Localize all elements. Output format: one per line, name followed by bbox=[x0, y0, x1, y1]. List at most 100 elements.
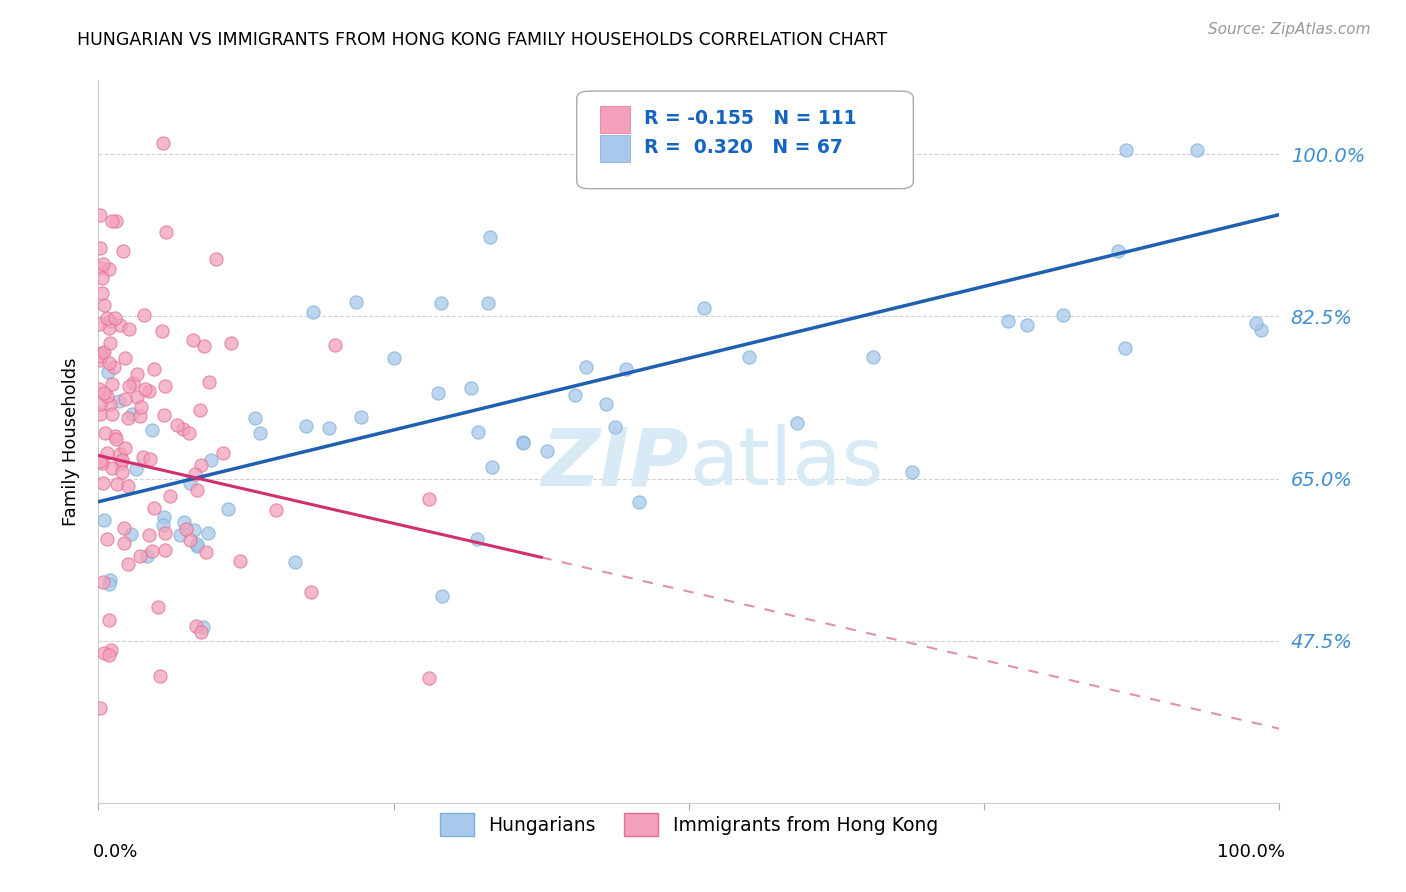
Point bbox=[184, 619, 207, 633]
Point bbox=[91, 475, 114, 490]
Point bbox=[786, 417, 808, 431]
Point bbox=[179, 533, 201, 547]
Point bbox=[89, 383, 111, 397]
Point bbox=[166, 417, 188, 432]
Text: HUNGARIAN VS IMMIGRANTS FROM HONG KONG FAMILY HOUSEHOLDS CORRELATION CHART: HUNGARIAN VS IMMIGRANTS FROM HONG KONG F… bbox=[77, 31, 887, 49]
Point bbox=[103, 310, 125, 325]
Point bbox=[104, 432, 127, 446]
Point bbox=[98, 613, 121, 627]
Point bbox=[138, 527, 160, 541]
Point bbox=[172, 422, 194, 436]
Point bbox=[98, 574, 121, 588]
Text: 0.0%: 0.0% bbox=[93, 843, 138, 861]
Point bbox=[111, 244, 134, 259]
Point bbox=[134, 383, 156, 397]
Point bbox=[114, 351, 136, 365]
Point bbox=[299, 584, 322, 599]
Point bbox=[465, 532, 488, 546]
Point bbox=[93, 513, 115, 527]
Point bbox=[481, 460, 503, 475]
Point bbox=[197, 525, 219, 540]
Point bbox=[127, 367, 149, 381]
Point bbox=[105, 214, 128, 228]
Point bbox=[264, 503, 287, 517]
Point bbox=[997, 314, 1019, 328]
Point bbox=[190, 458, 212, 472]
Point bbox=[205, 252, 228, 267]
Point bbox=[101, 407, 124, 421]
Point bbox=[90, 346, 112, 360]
Point bbox=[901, 466, 924, 480]
Point bbox=[114, 442, 136, 456]
Point bbox=[693, 301, 716, 315]
Point bbox=[467, 425, 489, 439]
Point bbox=[575, 359, 598, 374]
Point bbox=[89, 208, 111, 222]
Point bbox=[418, 492, 440, 507]
Point bbox=[153, 509, 176, 524]
Point bbox=[134, 308, 156, 322]
Point bbox=[90, 349, 112, 363]
Point bbox=[478, 229, 501, 244]
Point bbox=[605, 420, 627, 434]
Point bbox=[430, 295, 453, 310]
Text: R = -0.155   N = 111: R = -0.155 N = 111 bbox=[644, 109, 856, 128]
Point bbox=[141, 544, 163, 558]
Point bbox=[98, 577, 121, 591]
Point bbox=[117, 479, 139, 493]
Point bbox=[614, 362, 637, 376]
Point bbox=[512, 434, 534, 449]
Point bbox=[243, 411, 266, 425]
Point bbox=[91, 456, 114, 470]
Point bbox=[138, 384, 160, 399]
Text: atlas: atlas bbox=[689, 425, 883, 502]
Point bbox=[1250, 323, 1272, 337]
Point bbox=[179, 475, 201, 490]
Point bbox=[97, 356, 120, 370]
Point bbox=[628, 495, 651, 509]
Point bbox=[97, 320, 120, 334]
Text: ZIP: ZIP bbox=[541, 425, 689, 502]
Point bbox=[93, 298, 115, 312]
Point bbox=[284, 555, 307, 569]
Point bbox=[89, 408, 111, 422]
Point bbox=[1185, 143, 1208, 157]
Point bbox=[159, 490, 181, 504]
Point bbox=[118, 321, 141, 335]
Point bbox=[194, 545, 217, 559]
Y-axis label: Family Households: Family Households bbox=[62, 358, 80, 525]
Point bbox=[153, 408, 176, 422]
Point bbox=[1052, 308, 1074, 322]
Point bbox=[153, 378, 176, 392]
Point bbox=[105, 477, 128, 491]
Point bbox=[595, 397, 617, 411]
Point bbox=[96, 446, 118, 460]
Point bbox=[200, 453, 222, 467]
Point bbox=[89, 454, 111, 468]
Point bbox=[96, 389, 118, 403]
Point bbox=[93, 426, 115, 441]
Point bbox=[193, 338, 215, 352]
Point bbox=[112, 521, 135, 535]
Point bbox=[100, 642, 122, 657]
Point bbox=[108, 318, 131, 332]
Point bbox=[139, 451, 162, 466]
Text: R =  0.320   N = 67: R = 0.320 N = 67 bbox=[644, 137, 844, 157]
Point bbox=[98, 314, 121, 328]
Point bbox=[141, 423, 163, 437]
Point bbox=[198, 376, 221, 390]
Point bbox=[104, 428, 127, 442]
Point bbox=[564, 388, 586, 402]
Point bbox=[135, 549, 157, 564]
Point bbox=[1114, 341, 1136, 355]
Point bbox=[110, 453, 132, 467]
Point bbox=[96, 533, 118, 547]
Point bbox=[127, 390, 149, 404]
Point bbox=[93, 344, 115, 359]
Point bbox=[91, 574, 114, 589]
Point bbox=[142, 362, 165, 376]
Point bbox=[193, 620, 215, 634]
Point bbox=[344, 295, 367, 310]
Point bbox=[93, 646, 115, 660]
Point bbox=[536, 443, 558, 458]
